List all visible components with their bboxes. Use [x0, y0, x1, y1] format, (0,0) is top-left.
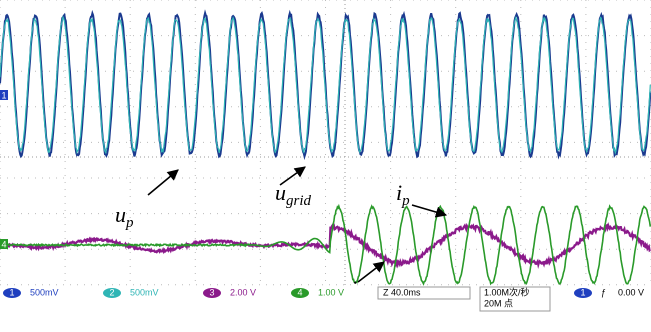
- channel-scale: 2.00 V: [230, 287, 256, 297]
- annotation-subscript: grid: [286, 193, 312, 209]
- channel-scale: 500mV: [30, 287, 59, 297]
- ch4-marker-label: 4: [1, 239, 6, 249]
- trigger-source: 1: [580, 287, 585, 297]
- annotation-subscript: p: [125, 215, 134, 231]
- channel-id: 3: [209, 287, 214, 297]
- channel-id: 1: [9, 287, 14, 297]
- trigger-level: 0.00 V: [618, 287, 644, 297]
- annotation-base: u: [115, 202, 126, 227]
- record-points: 20M 点: [484, 298, 513, 308]
- channel-id: 4: [297, 287, 302, 297]
- channel-id: 2: [109, 287, 114, 297]
- ch1-marker-label: 1: [1, 90, 6, 100]
- oscilloscope-screen: 1 4 upugridipic 1500mV2500mV32.00 V41.00…: [0, 0, 651, 332]
- status-bar: 1 500mV 2 500mV 3 2.00 V 4 1.00 V Z 40.0ms 1.00M次…: [0, 286, 651, 332]
- timebase: Z 40.0ms: [383, 287, 421, 297]
- sample-rate: 1.00M次/秒: [484, 286, 530, 297]
- channel-scale: 500mV: [130, 287, 159, 297]
- annotation-subscript: p: [401, 193, 410, 209]
- trigger-slope: ƒ: [601, 287, 606, 297]
- channel-scale: 1.00 V: [318, 287, 344, 297]
